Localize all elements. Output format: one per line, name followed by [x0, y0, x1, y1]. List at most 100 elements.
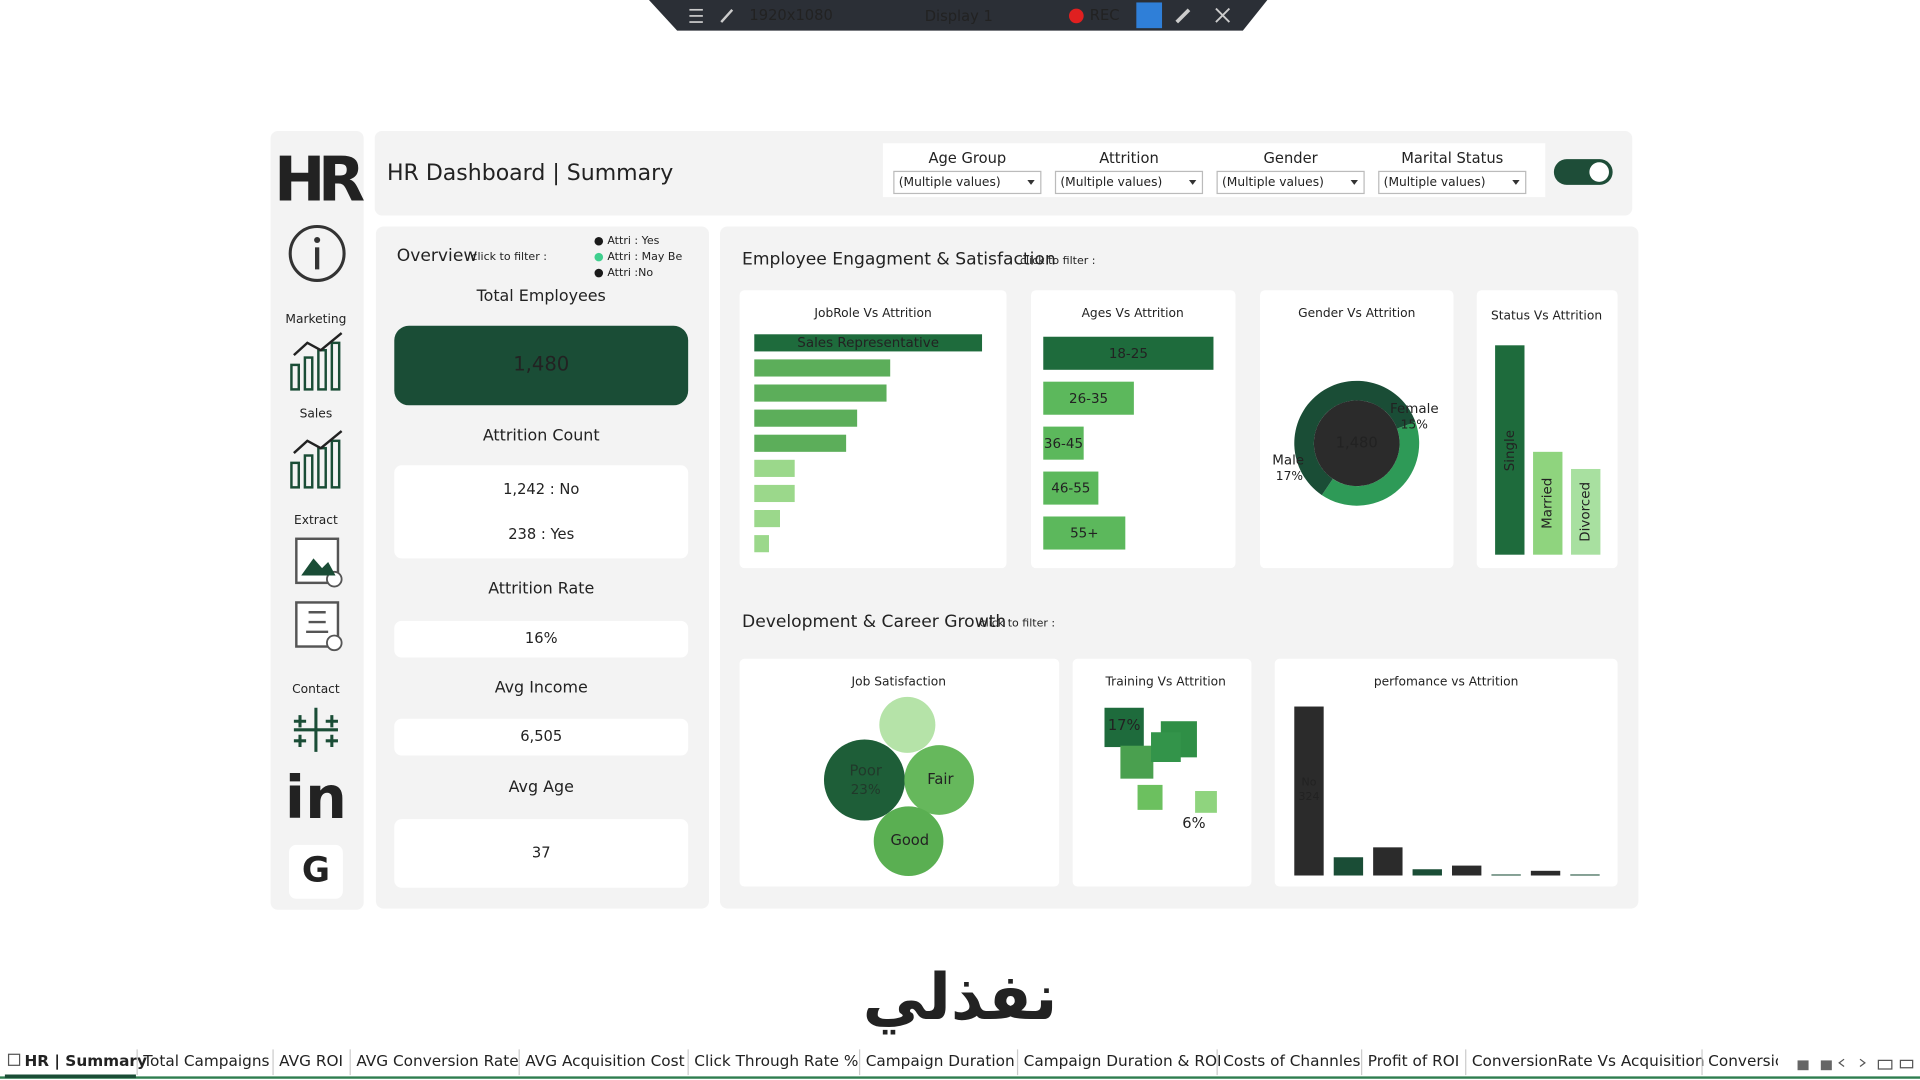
bubble[interactable]	[823, 739, 906, 821]
filter-label: Age Group	[928, 150, 1006, 167]
bar[interactable]	[754, 359, 891, 377]
legend-dot	[594, 252, 604, 262]
bar[interactable]	[754, 384, 887, 402]
bar[interactable]	[754, 409, 858, 427]
filter-dropdown[interactable]	[1054, 170, 1204, 195]
square[interactable]	[1120, 745, 1154, 779]
tab[interactable]: Click Through Rate %	[694, 1052, 858, 1070]
kpi-value: 238 : Yes	[508, 526, 574, 543]
bar[interactable]	[1043, 336, 1214, 370]
chart-icon-bar[interactable]	[290, 363, 301, 391]
bar[interactable]	[754, 484, 795, 503]
filter-value: (Multiple values)	[899, 175, 1001, 189]
bar[interactable]	[1530, 870, 1561, 876]
donut-segment[interactable]	[1321, 421, 1420, 506]
donut-segment[interactable]	[1294, 380, 1416, 496]
bar[interactable]	[754, 510, 780, 528]
bar[interactable]	[1533, 451, 1563, 555]
tab[interactable]: Conversic	[1708, 1052, 1783, 1070]
tab[interactable]: Costs of Channles	[1223, 1052, 1360, 1070]
bar[interactable]	[1491, 874, 1521, 876]
google-icon[interactable]: G	[302, 850, 330, 890]
kpi-label: Avg Income	[495, 678, 588, 697]
chart-title: Gender Vs Attrition	[1298, 306, 1415, 320]
rec-dot	[1068, 8, 1084, 24]
bar-label: 55+	[1070, 527, 1098, 542]
bar[interactable]	[1495, 345, 1525, 555]
legend-dot	[594, 236, 604, 246]
kpi-label: Attrition Rate	[488, 578, 594, 597]
bar[interactable]	[1043, 516, 1126, 550]
filter-dropdown[interactable]	[1378, 170, 1527, 195]
bubble[interactable]	[873, 806, 944, 877]
chart-icon-line	[293, 332, 343, 357]
chart-title: JobRole Vs Attrition	[813, 306, 931, 320]
square[interactable]	[1151, 732, 1181, 762]
kpi-value: 1,242 : No	[503, 481, 579, 498]
kpi-box	[394, 819, 689, 888]
chart-icon-bar[interactable]	[303, 356, 314, 391]
bar[interactable]	[1043, 381, 1134, 415]
bar[interactable]	[1373, 847, 1403, 876]
chart-icon-bar[interactable]	[330, 341, 341, 391]
section-label: Marketing	[285, 312, 346, 326]
bar-label: Single	[1503, 430, 1518, 471]
donut-rate: 17%	[1276, 469, 1303, 483]
filter-dropdown[interactable]	[893, 170, 1042, 195]
bubble-value: 23%	[851, 783, 881, 798]
rec-label[interactable]: REC	[1090, 7, 1120, 24]
tab[interactable]: Campaign Duration	[866, 1052, 1015, 1070]
bar-label: 46-55	[1051, 482, 1090, 497]
bar-label: No	[1301, 775, 1316, 788]
tab[interactable]: Total Campaigns	[142, 1052, 269, 1070]
bar[interactable]	[1571, 468, 1601, 555]
dropdown-arrow	[1512, 180, 1520, 185]
bar[interactable]	[1043, 471, 1099, 505]
image-glyph	[301, 558, 336, 576]
bar-label: Married	[1541, 478, 1556, 529]
chart-icon-bar[interactable]	[290, 461, 301, 489]
tab[interactable]: AVG Conversion Rate	[356, 1052, 518, 1070]
pencil-icon	[1175, 8, 1191, 24]
pin-icon	[720, 8, 734, 23]
bubble[interactable]	[879, 696, 936, 753]
bar[interactable]	[1333, 857, 1364, 876]
square[interactable]	[1137, 784, 1163, 810]
bar[interactable]	[754, 334, 983, 352]
tab[interactable]: Campaign Duration & ROI	[1024, 1052, 1222, 1070]
bubble[interactable]	[904, 745, 975, 815]
tab[interactable]: HR | Summary	[24, 1052, 146, 1071]
bar[interactable]	[754, 535, 769, 553]
square[interactable]	[1195, 791, 1217, 813]
tab[interactable]: AVG Acquisition Cost	[525, 1052, 684, 1070]
legend-label: Attri : May Be	[607, 250, 682, 263]
filter-hint: click to filter :	[980, 616, 1056, 629]
bar[interactable]	[1452, 865, 1482, 876]
tab[interactable]: Profit of ROI	[1368, 1052, 1460, 1070]
kpi-label: Avg Age	[509, 777, 574, 796]
linkedin-icon[interactable]: in	[285, 763, 347, 832]
bar[interactable]	[1294, 706, 1324, 876]
kpi-total-box	[394, 325, 689, 406]
chart-title: Training Vs Attrition	[1105, 675, 1226, 689]
bar[interactable]	[1570, 874, 1600, 876]
tab[interactable]: ConversionRate Vs Acquisition	[1472, 1052, 1705, 1070]
square[interactable]	[1104, 707, 1144, 748]
chart-icon-bar[interactable]	[303, 454, 314, 489]
tab[interactable]: AVG ROI	[279, 1052, 343, 1070]
dropdown-arrow	[1188, 180, 1197, 185]
download-badge	[326, 634, 343, 652]
bar[interactable]	[1043, 426, 1084, 460]
dropdown-arrow	[1027, 180, 1035, 185]
filter-dropdown[interactable]	[1216, 170, 1365, 195]
kpi-value: 16%	[525, 630, 558, 647]
tableau-icon	[293, 707, 338, 752]
dropdown-arrow	[1350, 180, 1358, 185]
bar[interactable]	[754, 459, 795, 477]
legend-dot	[594, 268, 604, 278]
bar[interactable]	[1412, 869, 1442, 876]
display-name: Display 1	[925, 8, 993, 25]
bar[interactable]	[754, 434, 847, 452]
chart-icon-bar[interactable]	[330, 439, 341, 489]
camera-button[interactable]	[1136, 2, 1163, 29]
